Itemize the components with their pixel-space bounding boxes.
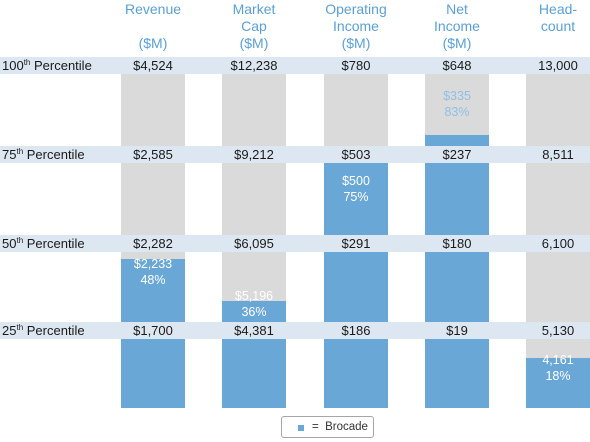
column-background (425, 74, 489, 146)
percentile-value: $180 (442, 236, 472, 251)
column-header: Revenue ($M) (124, 1, 182, 51)
percentile-number: 75 (2, 147, 17, 162)
percentile-label: 25th Percentile (2, 322, 85, 339)
percentile-value: 6,100 (541, 236, 575, 251)
brocade-bar (425, 252, 489, 322)
legend-label: = Brocade (312, 421, 368, 433)
percentile-value: $780 (341, 58, 371, 73)
percentile-band (0, 146, 590, 163)
percentile-value: $648 (442, 58, 472, 73)
percentile-value: 13,000 (538, 58, 578, 73)
brocade-annotation: $335 83% (443, 89, 471, 119)
percentile-suffix: th (16, 236, 24, 245)
column-background (121, 74, 185, 146)
percentile-value: $1,700 (133, 323, 173, 338)
brocade-bar (526, 358, 590, 408)
column-background (526, 252, 590, 322)
column-background (526, 163, 590, 235)
legend-swatch (298, 425, 304, 431)
percentile-band (0, 235, 590, 252)
column-background (222, 74, 286, 146)
percentile-band (0, 57, 590, 74)
percentile-number: 50 (2, 236, 17, 251)
percentile-band (0, 322, 590, 339)
legend: = Brocade (281, 416, 374, 438)
percentile-value: $12,238 (230, 58, 278, 73)
percentile-value: $4,524 (133, 58, 173, 73)
percentile-word: Percentile (30, 58, 92, 73)
percentile-value: $291 (341, 236, 371, 251)
percentile-value: $237 (442, 147, 472, 162)
brocade-bar (425, 163, 489, 235)
brocade-annotation: $500 75% (342, 174, 370, 204)
percentile-word: Percentile (23, 236, 85, 251)
percentile-value: $186 (341, 323, 371, 338)
column-background (121, 163, 185, 235)
column-background (324, 74, 388, 146)
brocade-annotation: 4,161 18% (542, 353, 574, 383)
column-background (222, 163, 286, 235)
percentile-value: 8,511 (542, 147, 574, 162)
brocade-annotation: $5,196 36% (234, 289, 274, 319)
brocade-bar (121, 258, 185, 322)
percentile-label: 100th Percentile (2, 57, 92, 74)
percentile-value: $4,381 (234, 323, 274, 338)
brocade-bar (425, 134, 489, 146)
percentile-suffix: th (16, 147, 24, 156)
column-header: Net Income ($M) (434, 1, 480, 51)
column-header: Market Cap ($M) (232, 1, 276, 51)
brocade-bar (324, 252, 388, 322)
column-background (526, 74, 590, 146)
percentile-value: $2,585 (133, 147, 173, 162)
percentile-value: $19 (446, 323, 468, 338)
percentile-value: $6,095 (234, 236, 274, 251)
percentile-number: 25 (2, 323, 17, 338)
percentile-suffix: th (23, 58, 31, 67)
column-header: Operating Income ($M) (325, 1, 387, 51)
percentile-value: $9,212 (234, 147, 274, 162)
percentile-number: 100 (2, 58, 24, 73)
percentile-suffix: th (16, 323, 24, 332)
column-header: Head- count (538, 1, 578, 34)
percentile-label: 75th Percentile (2, 146, 85, 163)
brocade-bar (222, 300, 286, 322)
percentile-value: $2,282 (133, 236, 173, 251)
percentile-word: Percentile (23, 147, 85, 162)
brocade-annotation: $2,233 48% (133, 257, 173, 287)
brocade-bar (425, 339, 489, 408)
percentile-value: $503 (341, 147, 371, 162)
brocade-bar (121, 339, 185, 408)
percentile-value: 5,130 (541, 323, 575, 338)
brocade-bar (222, 339, 286, 408)
percentile-word: Percentile (23, 323, 85, 338)
brocade-bar (324, 339, 388, 408)
percentile-label: 50th Percentile (2, 235, 85, 252)
brocade-bar (324, 163, 388, 235)
